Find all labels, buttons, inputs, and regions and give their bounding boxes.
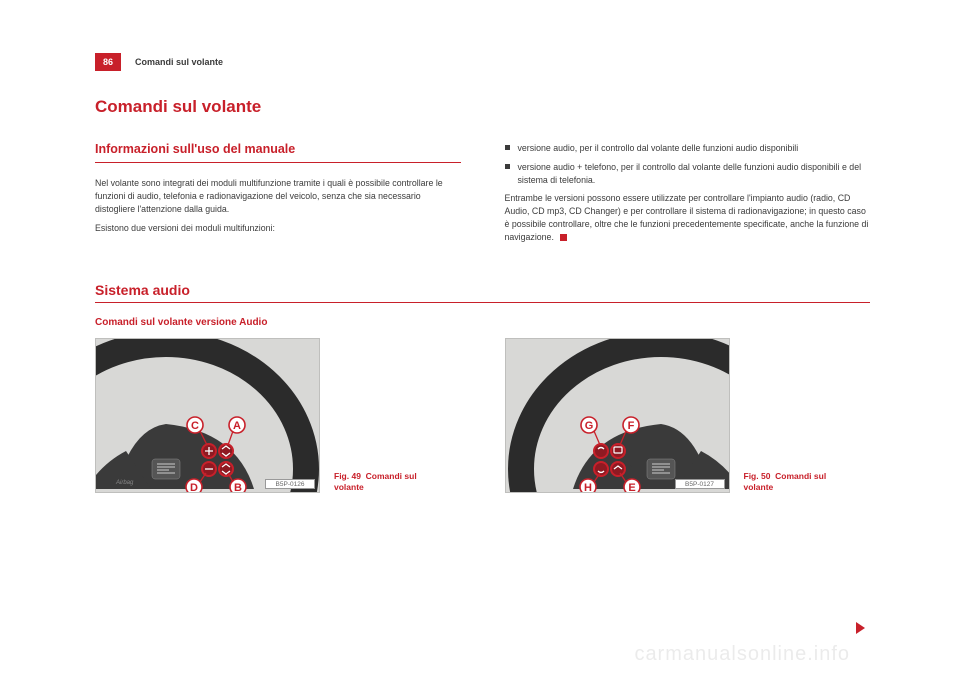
figure-50: Airbag G F bbox=[505, 338, 730, 493]
steering-wheel-icon: Airbag C bbox=[96, 339, 320, 493]
section2-heading: Sistema audio bbox=[95, 282, 870, 303]
figure-49-caption-num: Fig. 49 bbox=[334, 471, 361, 481]
svg-text:D: D bbox=[190, 482, 198, 493]
intro-heading: Informazioni sull'uso del manuale bbox=[95, 140, 461, 163]
svg-text:G: G bbox=[584, 420, 593, 432]
page-number: 86 bbox=[95, 53, 121, 71]
section2-subheading: Comandi sul volante versione Audio bbox=[95, 317, 870, 328]
bullet-1: versione audio, per il controllo dal vol… bbox=[505, 142, 871, 155]
intro-columns: Informazioni sull'uso del manuale Nel vo… bbox=[95, 140, 870, 250]
svg-text:H: H bbox=[584, 482, 592, 493]
figure-49-plate-id: B5P-0126 bbox=[265, 479, 315, 489]
figure-49-caption: Fig. 49 Comandi sul volante bbox=[334, 471, 424, 493]
end-of-section-icon bbox=[560, 234, 567, 241]
svg-text:C: C bbox=[191, 420, 199, 432]
bullet-1-text: versione audio, per il controllo dal vol… bbox=[518, 142, 871, 155]
bullet-2: versione audio + telefono, per il contro… bbox=[505, 161, 871, 187]
watermark-text: carmanualsonline.info bbox=[634, 643, 850, 666]
figure-50-caption-num: Fig. 50 bbox=[744, 471, 771, 481]
svg-text:A: A bbox=[233, 420, 241, 432]
figure-50-cell: Airbag G F bbox=[505, 338, 871, 493]
svg-text:B: B bbox=[234, 482, 242, 493]
intro-left: Informazioni sull'uso del manuale Nel vo… bbox=[95, 140, 461, 250]
intro-right: versione audio, per il controllo dal vol… bbox=[505, 140, 871, 250]
figure-50-plate-id: B5P-0127 bbox=[675, 479, 725, 489]
steering-wheel-icon: Airbag G F bbox=[506, 339, 730, 493]
continuation-arrow-icon bbox=[856, 622, 865, 634]
svg-text:Airbag: Airbag bbox=[115, 480, 134, 486]
bullet-icon bbox=[505, 145, 510, 150]
page-title: Comandi sul volante bbox=[95, 97, 870, 117]
svg-text:E: E bbox=[628, 482, 635, 493]
intro-p3: Entrambe le versioni possono essere util… bbox=[505, 192, 871, 243]
running-title: Comandi sul volante bbox=[135, 57, 223, 67]
intro-p2: Esistono due versioni dei moduli multifu… bbox=[95, 222, 461, 235]
intro-p1: Nel volante sono integrati dei moduli mu… bbox=[95, 177, 461, 215]
page: 86 Comandi sul volante Comandi sul volan… bbox=[0, 0, 960, 678]
bullet-icon bbox=[505, 164, 510, 169]
figure-row: Airbag C bbox=[95, 338, 870, 493]
header: 86 Comandi sul volante bbox=[95, 52, 870, 72]
figure-49: Airbag C bbox=[95, 338, 320, 493]
figure-50-caption: Fig. 50 Comandi sul volante bbox=[744, 471, 834, 493]
intro-p3-text: Entrambe le versioni possono essere util… bbox=[505, 193, 869, 241]
bullet-2-text: versione audio + telefono, per il contro… bbox=[518, 161, 871, 187]
figure-49-cell: Airbag C bbox=[95, 338, 461, 493]
svg-text:F: F bbox=[627, 420, 634, 432]
